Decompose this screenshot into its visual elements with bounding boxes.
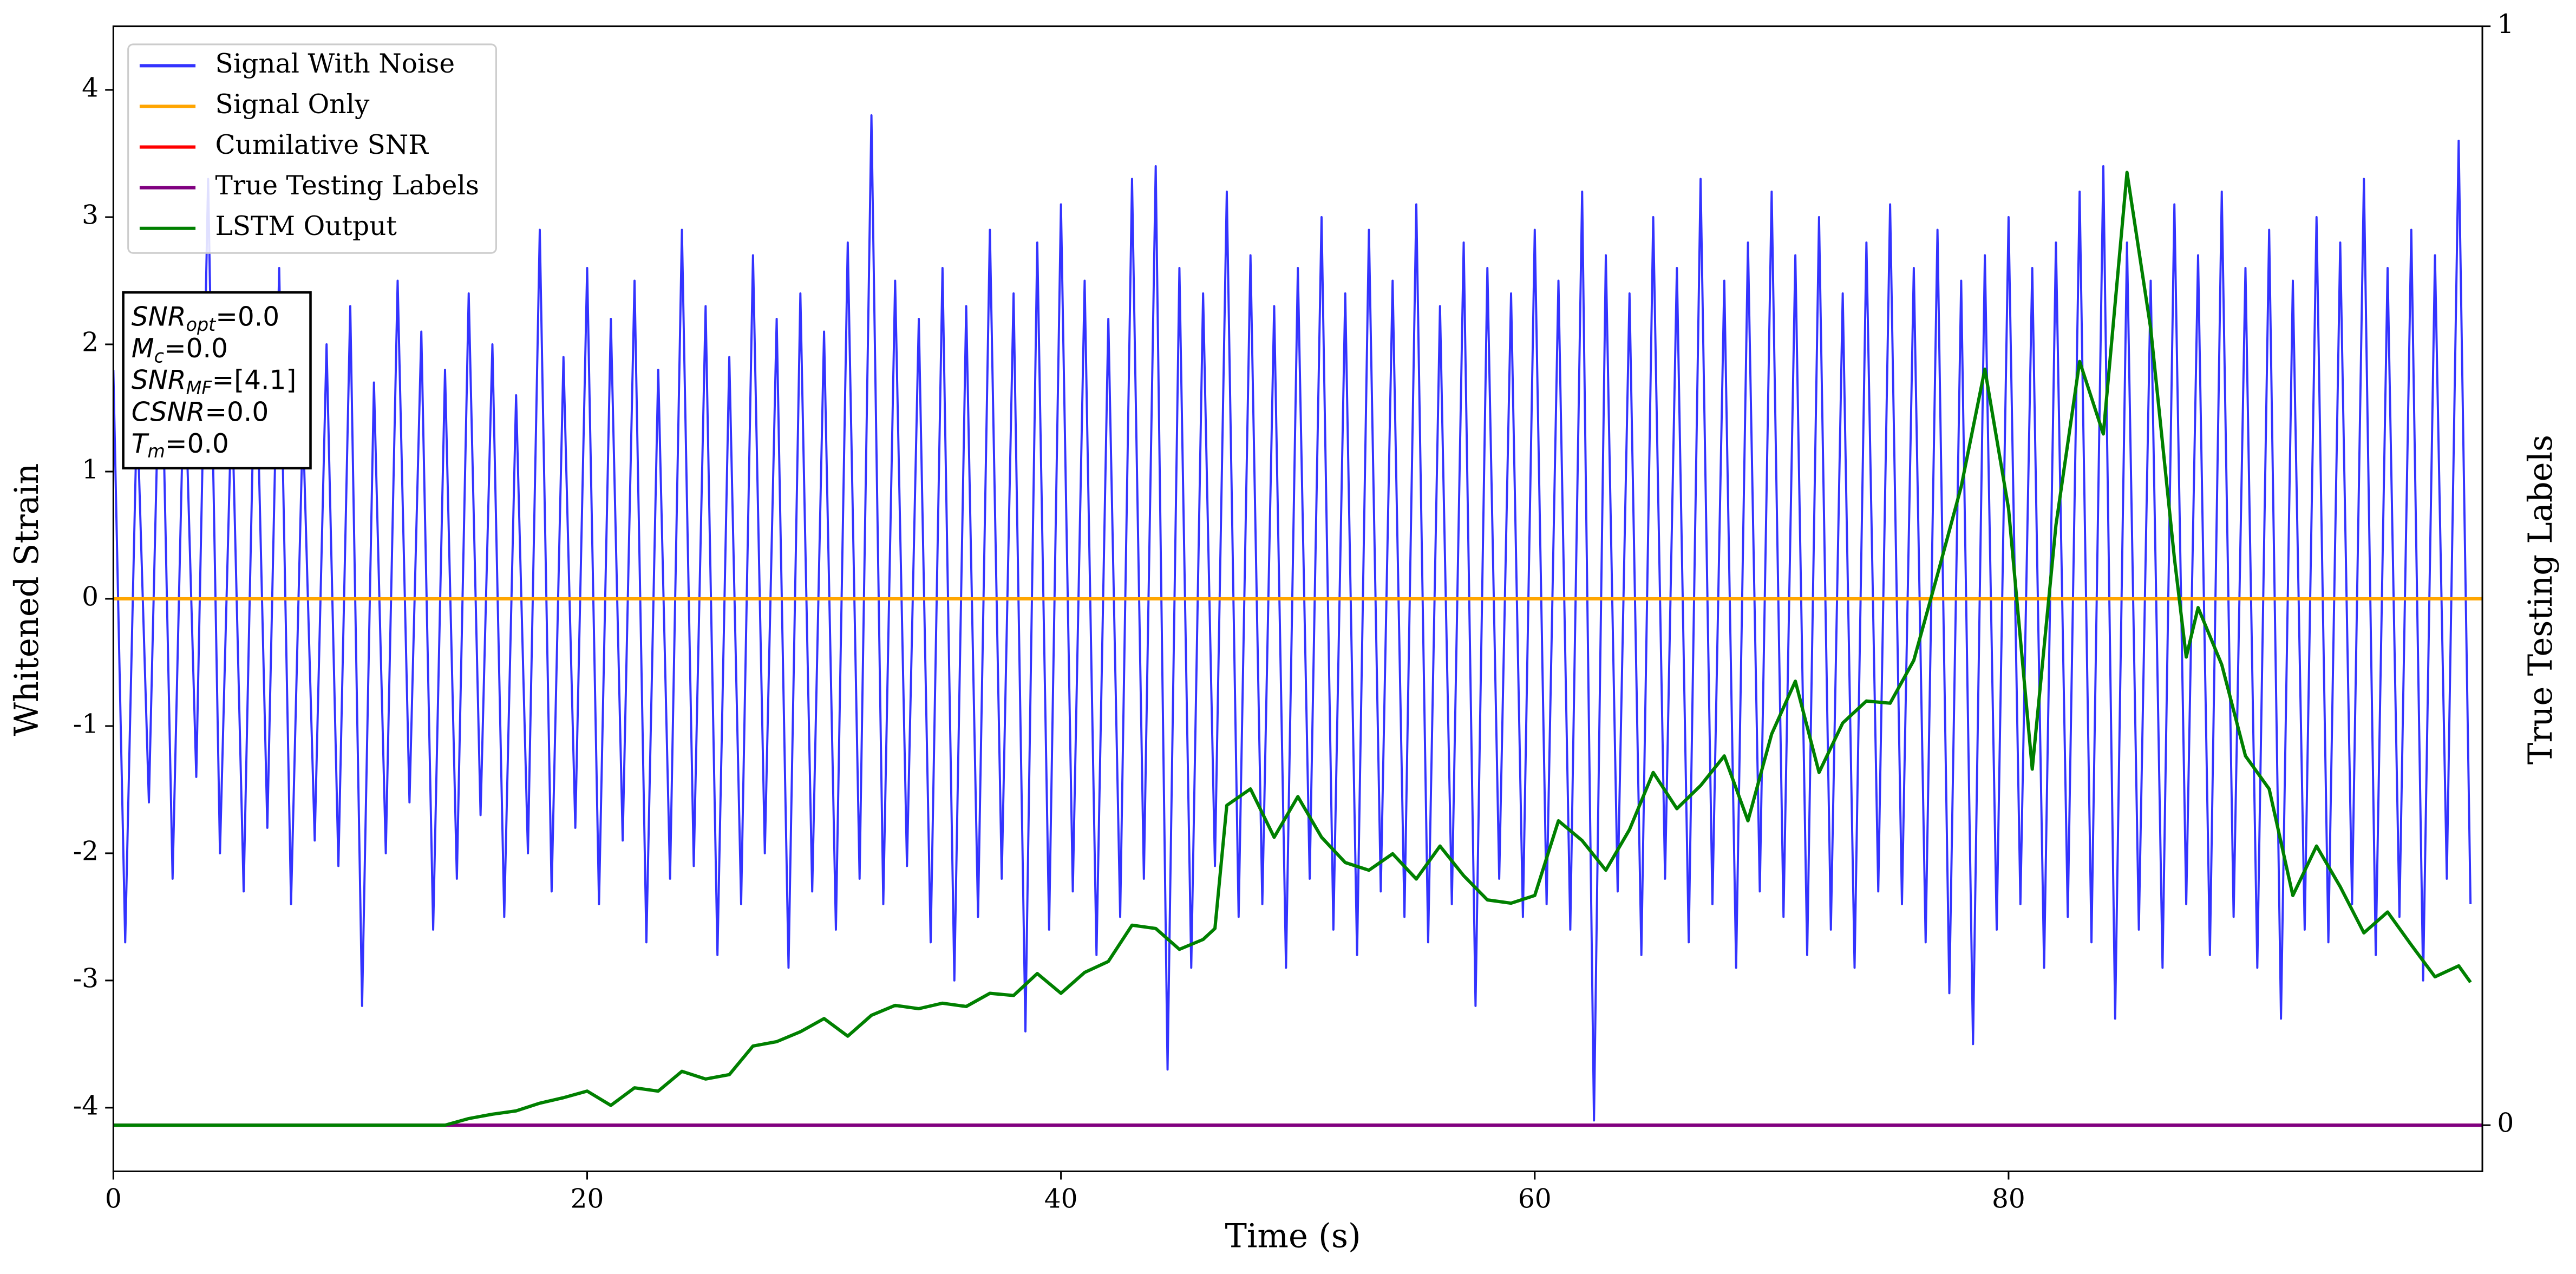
x-tick-label: 40	[1044, 1184, 1078, 1214]
legend: Signal With Noise Signal Only Cumilative S…	[127, 43, 497, 254]
annotation-subscript: m	[147, 441, 165, 462]
annotation-subscript: opt	[186, 313, 217, 335]
annotation-box: SNRopt=0.0Mc=0.0SNRMF=[4.1]CSNR=0.0Tm=0.…	[122, 291, 312, 470]
annotation-text: SNRMF=[4.1]	[132, 365, 297, 398]
y-axis-label: Whitened Strain	[8, 463, 46, 736]
y-tick-label: -3	[73, 963, 99, 994]
y-tick-label: -4	[73, 1090, 99, 1121]
legend-box	[127, 43, 497, 254]
series-line	[113, 114, 2472, 1122]
x-axis-label: Time (s)	[1225, 1217, 1361, 1255]
y2-axis-label: True Testing Labels	[2522, 435, 2560, 765]
y-tick-label: 2	[82, 327, 99, 357]
annotation-value: =[4.1]	[212, 365, 297, 396]
annotation-value: =0.0	[164, 334, 228, 364]
y-tick-label: 4	[82, 73, 99, 103]
x-tick-label: 20	[571, 1184, 604, 1214]
annotation-symbol: SNR	[132, 302, 186, 332]
annotation-symbol: SNR	[132, 365, 186, 396]
annotation-text: CSNR=0.0	[132, 397, 269, 427]
legend-label: Cumilative SNR	[215, 130, 429, 160]
legend-label: LSTM Output	[215, 211, 397, 241]
x-tick-label: 60	[1518, 1184, 1552, 1214]
y-tick-label: -2	[73, 836, 99, 866]
series-line	[113, 171, 2472, 1127]
legend-label: True Testing Labels	[215, 171, 479, 201]
annotation-symbol: CSNR	[132, 397, 205, 427]
annotation-value: =0.0	[215, 302, 279, 332]
annotation-subscript: MF	[186, 377, 213, 398]
annotation-text: Mc=0.0	[132, 334, 228, 367]
x-tick-label: 80	[1992, 1184, 2025, 1214]
legend-label: Signal With Noise	[215, 49, 455, 79]
annotation-value: =0.0	[205, 397, 269, 427]
y2-tick-label: 1	[2497, 9, 2514, 40]
x-tick-label: 0	[105, 1184, 122, 1214]
y-tick-label: 0	[82, 582, 99, 612]
annotation-symbol: M	[132, 334, 154, 364]
annotation-text: Tm=0.0	[132, 429, 229, 462]
y-tick-label: 3	[82, 200, 99, 231]
annotation-text: SNRopt=0.0	[132, 302, 279, 335]
y-tick-label: -1	[73, 709, 99, 739]
annotation-frame	[122, 291, 312, 470]
legend-label: Signal Only	[215, 89, 370, 120]
annotation-subscript: c	[154, 345, 164, 367]
y-tick-label: 1	[82, 454, 99, 485]
annotation-value: =0.0	[165, 429, 229, 459]
y2-tick-label: 0	[2497, 1108, 2514, 1139]
plot-area	[113, 114, 2483, 1127]
annotation-symbol: T	[132, 429, 149, 459]
